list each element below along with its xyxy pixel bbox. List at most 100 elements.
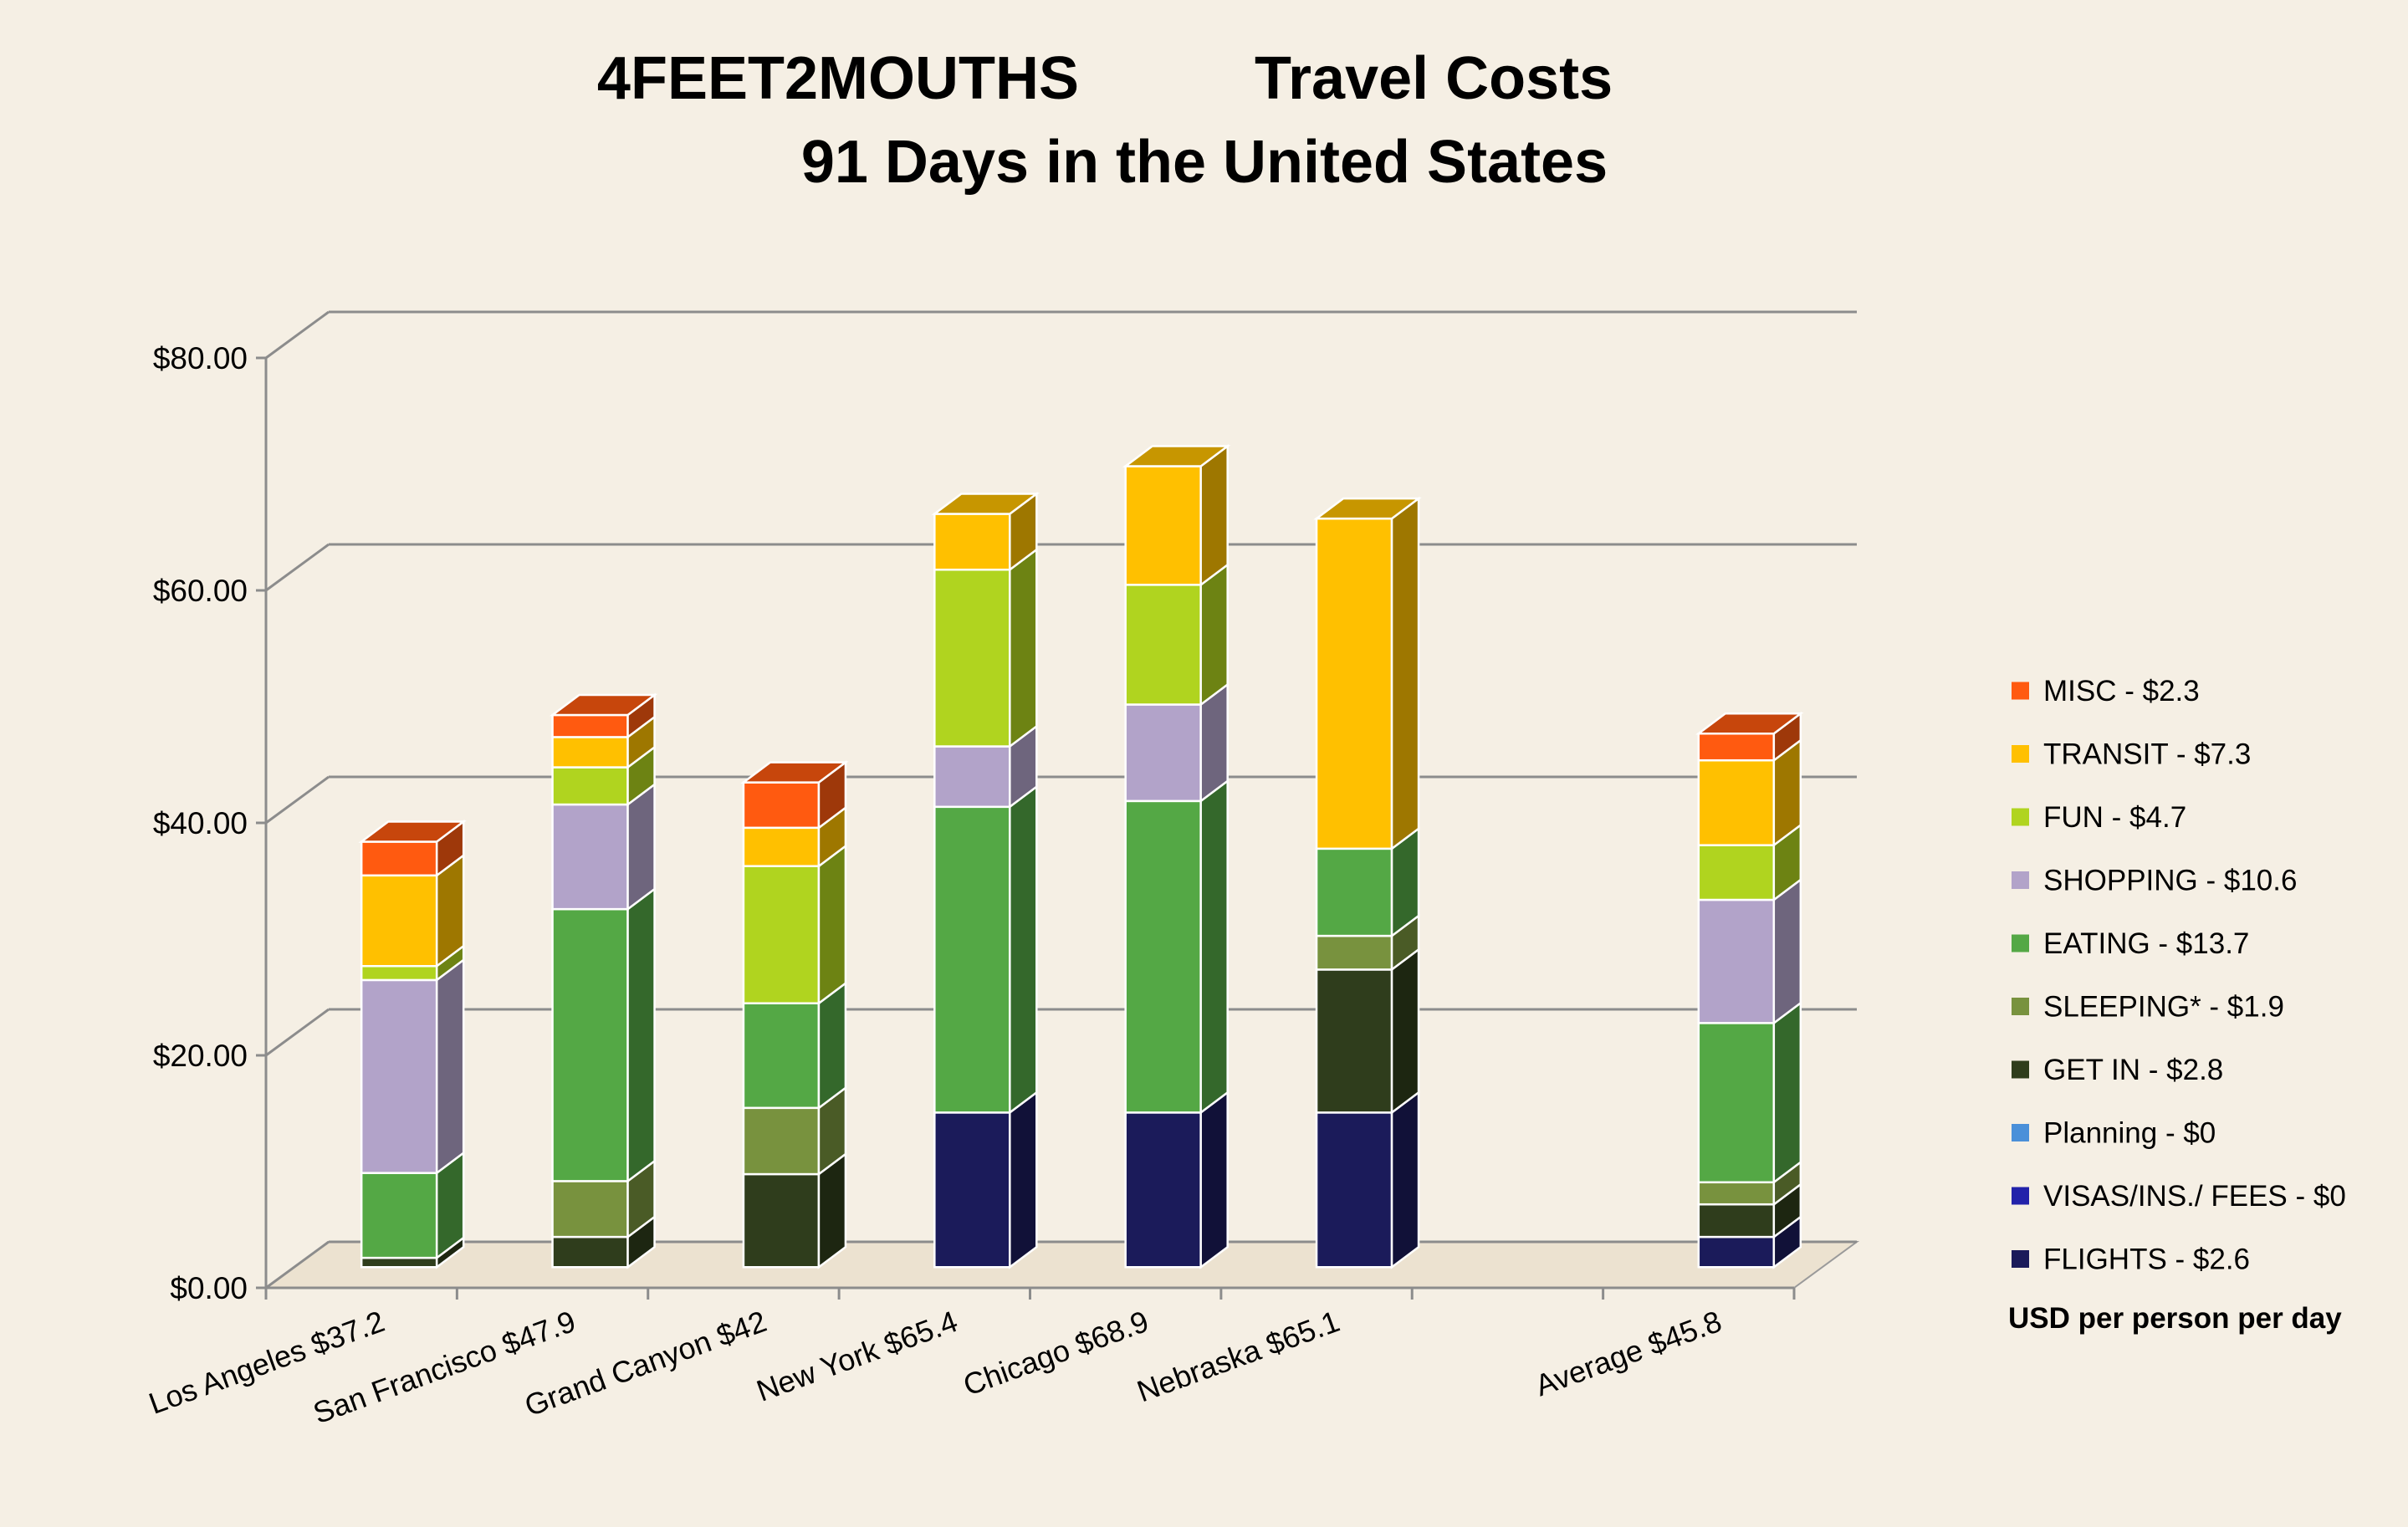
bar-segment-side — [1199, 562, 1229, 707]
bar-segment-side — [1199, 1090, 1229, 1269]
gridline-side — [265, 775, 330, 825]
legend-swatch — [2012, 745, 2029, 763]
legend-label: EATING - $13.7 — [2043, 927, 2249, 960]
legend-swatch — [2012, 1187, 2029, 1205]
y-tick-label: $20.00 — [153, 1039, 248, 1073]
legend-swatch — [2012, 871, 2029, 889]
bars — [358, 444, 1804, 1269]
bar-segment — [1124, 799, 1202, 1114]
bar-segment — [360, 874, 438, 968]
bar-segment — [1697, 844, 1776, 901]
bar-segment-side — [1199, 779, 1229, 1115]
y-axis: $0.00 $20.00 $40.00 $60.00 $80.00 — [153, 341, 268, 1305]
bar-segment — [360, 840, 438, 877]
bar-segment — [1124, 465, 1202, 586]
bar-segment — [1697, 1022, 1776, 1184]
bar-stack — [740, 760, 849, 1269]
bar-segment — [1697, 732, 1776, 762]
gridline-side — [265, 1008, 330, 1057]
bar-segment — [1124, 703, 1202, 803]
bar-segment-side — [1009, 547, 1038, 749]
y-tick-label: $40.00 — [153, 806, 248, 840]
bar-segment-side — [1390, 496, 1420, 851]
legend-swatch — [2012, 1250, 2029, 1268]
gridline-side — [265, 543, 330, 592]
bar-stack — [358, 820, 467, 1269]
bar-segment — [1697, 898, 1776, 1024]
bar-segment — [933, 569, 1011, 748]
bar-segment — [742, 781, 821, 830]
bar-segment-top — [1122, 445, 1231, 467]
bar-segment — [742, 826, 821, 867]
legend-label: MISC - $2.3 — [2043, 675, 2200, 707]
bar-segment-side — [1009, 1090, 1038, 1269]
y-tick-label: $60.00 — [153, 574, 248, 608]
legend: MISC - $2.3 TRANSIT - $7.3 FUN - $4.7 SHOPP… — [2008, 675, 2346, 1335]
bar-segment — [360, 978, 438, 1174]
bar-segment — [551, 713, 629, 738]
y-tick-label: $80.00 — [153, 341, 248, 375]
legend-note: USD per person per day — [2008, 1302, 2342, 1335]
bar-segment — [742, 865, 821, 1004]
legend-swatch — [2012, 998, 2029, 1015]
bar-segment — [1124, 584, 1202, 706]
chart-floor — [263, 1241, 1860, 1289]
legend-label: SLEEPING* - $1.9 — [2043, 991, 2284, 1024]
bar-segment — [742, 1002, 821, 1110]
bar-segment-side — [817, 844, 847, 1006]
bar-stack — [1695, 711, 1804, 1269]
bar-segment-side — [626, 886, 656, 1183]
legend-label: FLIGHTS - $2.6 — [2043, 1244, 2250, 1276]
legend-swatch — [2012, 808, 2029, 826]
legend-label: FUN - $4.7 — [2043, 801, 2186, 834]
bar-segment — [1697, 1235, 1776, 1269]
bar-segment-side — [435, 958, 465, 1176]
bar-segment — [1315, 968, 1393, 1114]
chart-title-line2: 91 Days in the United States — [801, 129, 1608, 196]
bar-segment-top — [931, 493, 1040, 515]
bar-segment-side — [1390, 1090, 1420, 1269]
bar-segment-side — [626, 782, 656, 912]
bar-segment — [1315, 847, 1393, 937]
y-tick-label: $0.00 — [170, 1271, 248, 1305]
bar-segment — [742, 1172, 821, 1269]
bar-segment — [933, 745, 1011, 809]
bar-segment — [551, 803, 629, 911]
bar-stack — [1313, 496, 1422, 1269]
bar-segment — [360, 1172, 438, 1259]
bar-segment — [1697, 1181, 1776, 1206]
gridline-side — [265, 310, 330, 360]
legend-label: SHOPPING - $10.6 — [2043, 865, 2297, 897]
bar-segment-side — [1199, 444, 1229, 587]
gridline-side — [265, 1240, 330, 1290]
bar-segment-top — [1695, 712, 1804, 735]
bar-segment — [551, 1235, 629, 1269]
legend-swatch — [2012, 934, 2029, 952]
legend-label: GET IN - $2.8 — [2043, 1054, 2223, 1086]
bar-segment — [360, 1256, 438, 1269]
bar-segment-top — [549, 693, 658, 717]
legend-label: VISAS/INS./ FEES - $0 — [2043, 1180, 2346, 1213]
bar-segment-side — [1772, 1000, 1802, 1185]
bar-segment-side — [1772, 877, 1802, 1025]
bar-stack — [1122, 444, 1231, 1269]
bar-segment — [1315, 934, 1393, 971]
legend-swatch — [2012, 1060, 2029, 1079]
bar-segment — [1697, 1203, 1776, 1238]
bar-segment — [551, 1180, 629, 1238]
bar-segment-side — [1390, 947, 1420, 1115]
bar-segment — [551, 736, 629, 769]
bar-segment — [1315, 1111, 1393, 1269]
bar-segment-top — [358, 820, 467, 843]
legend-label: Planning - $0 — [2043, 1117, 2216, 1150]
bar-segment — [933, 513, 1011, 571]
bar-stack — [931, 492, 1040, 1269]
bar-segment — [1315, 517, 1393, 850]
bar-stack — [549, 692, 658, 1269]
legend-swatch — [2012, 682, 2029, 700]
chart-walls — [263, 310, 1860, 1290]
chart-title-brand: 4FEET2MOUTHS — [597, 45, 1079, 112]
chart-title: 4FEET2MOUTHS Travel Costs 91 Days in the… — [597, 45, 1613, 196]
bar-segment-side — [1009, 784, 1038, 1115]
